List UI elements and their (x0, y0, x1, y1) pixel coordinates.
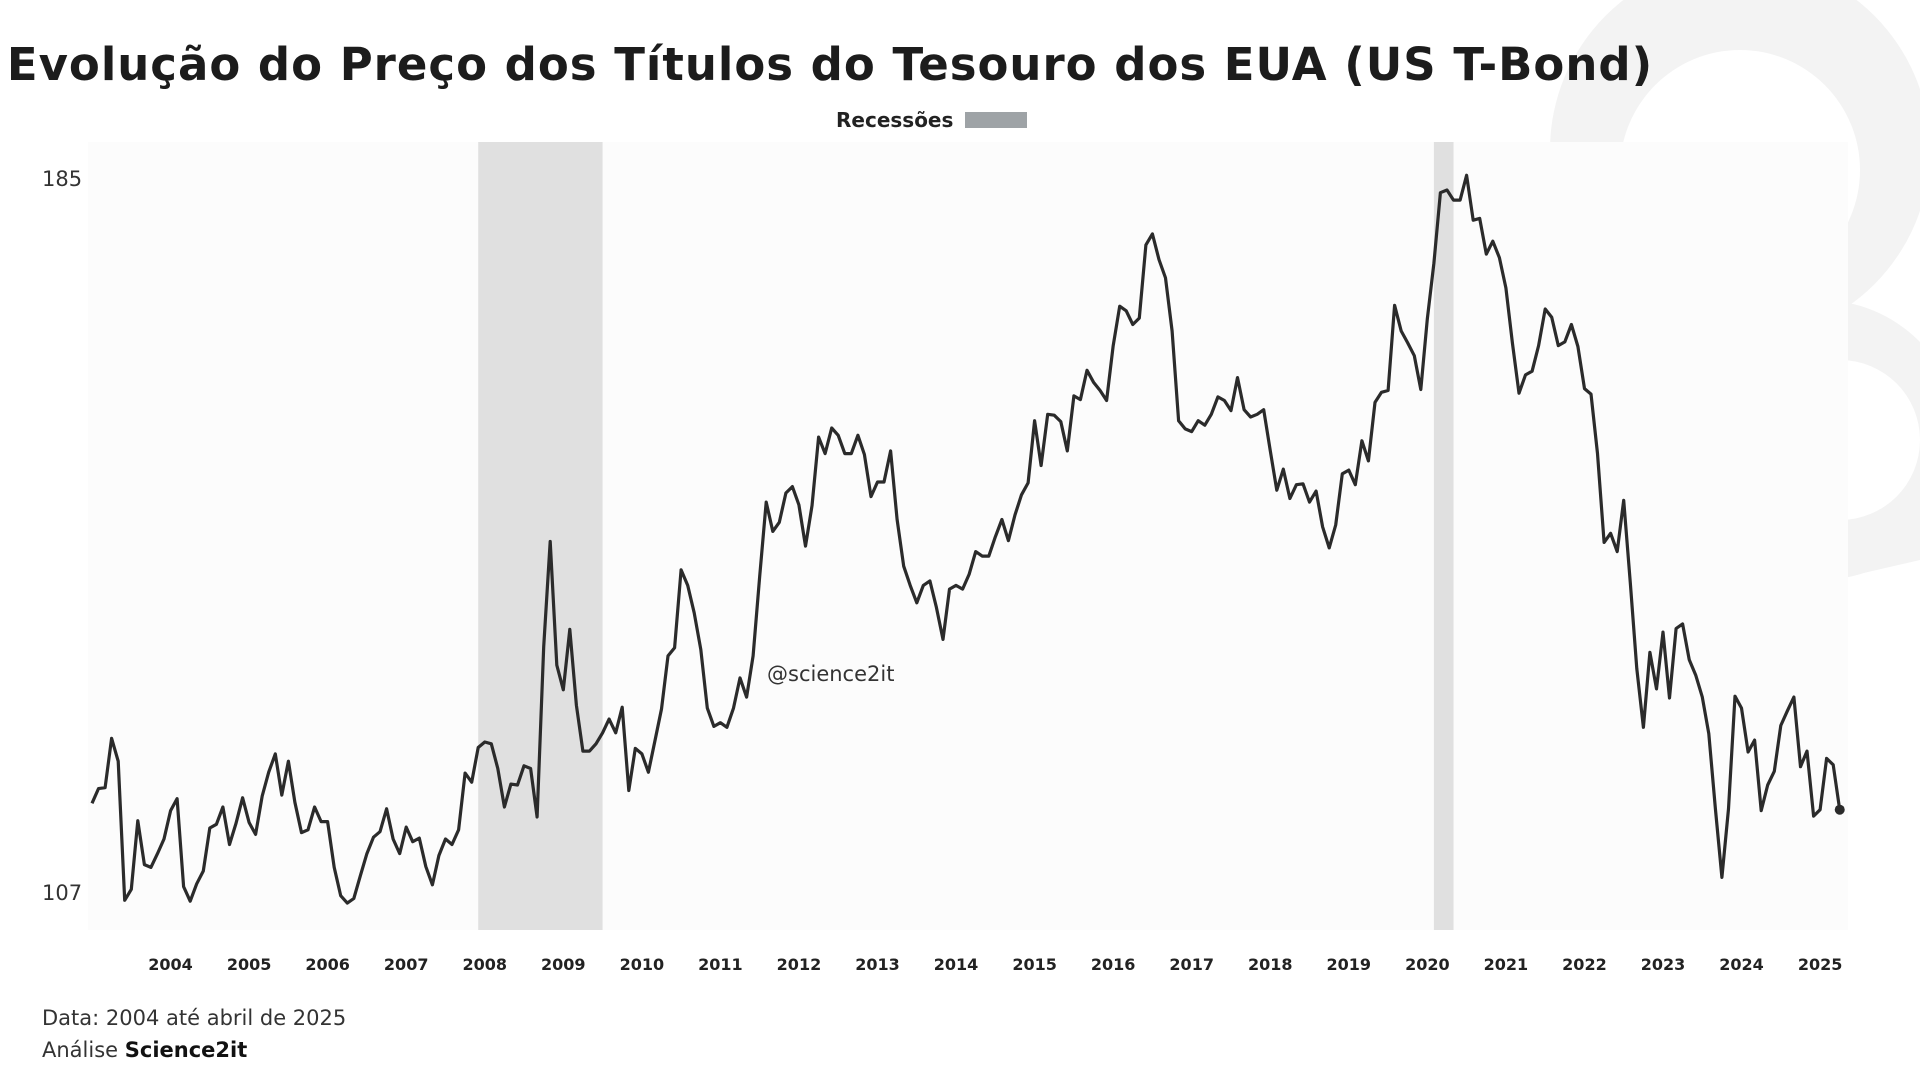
legend: Recessões (836, 108, 1028, 132)
footer: Data: 2004 até abril de 2025 Análise Sci… (42, 1002, 346, 1066)
x-tick-label: 2018 (1248, 955, 1293, 974)
x-tick-label: 2015 (1012, 955, 1057, 974)
x-tick-label: 2006 (305, 955, 350, 974)
data-note: Data: 2004 até abril de 2025 (42, 1006, 347, 1030)
x-tick-label: 2021 (1484, 955, 1529, 974)
recession-shade (1433, 142, 1454, 930)
x-tick-label: 2009 (541, 955, 586, 974)
x-tick-label: 2020 (1405, 955, 1450, 974)
x-tick-label: 2007 (384, 955, 429, 974)
analysis-credit: Análise Science2it (42, 1034, 346, 1066)
y-tick-label: 107 (42, 881, 82, 905)
x-tick-label: 2016 (1091, 955, 1136, 974)
x-tick-label: 2013 (855, 955, 900, 974)
x-tick-label: 2014 (934, 955, 979, 974)
y-tick-label: 185 (42, 167, 82, 191)
analysis-prefix: Análise (42, 1038, 119, 1062)
x-tick-label: 2025 (1798, 955, 1843, 974)
x-tick-label: 2017 (1169, 955, 1214, 974)
x-tick-label: 2010 (620, 955, 665, 974)
x-tick-label: 2012 (777, 955, 822, 974)
x-tick-label: 2024 (1719, 955, 1764, 974)
chart-title: Evolução do Preço dos Títulos do Tesouro… (6, 38, 1654, 91)
x-tick-label: 2004 (148, 955, 193, 974)
x-tick-label: 2023 (1641, 955, 1686, 974)
watermark-annotation: @science2it (767, 662, 894, 686)
legend-label-recessions: Recessões (836, 108, 954, 132)
x-tick-label: 2011 (698, 955, 743, 974)
analysis-brand: Science2it (124, 1038, 248, 1062)
legend-swatch-recessions (965, 112, 1028, 128)
plot-background (88, 142, 1848, 930)
recession-shade (478, 142, 603, 930)
x-tick-label: 2019 (1327, 955, 1372, 974)
price-line (90, 173, 1842, 905)
x-tick-label: 2008 (462, 955, 507, 974)
x-tick-label: 2005 (227, 955, 272, 974)
x-tick-label: 2022 (1562, 955, 1607, 974)
last-point-marker (1834, 804, 1845, 815)
